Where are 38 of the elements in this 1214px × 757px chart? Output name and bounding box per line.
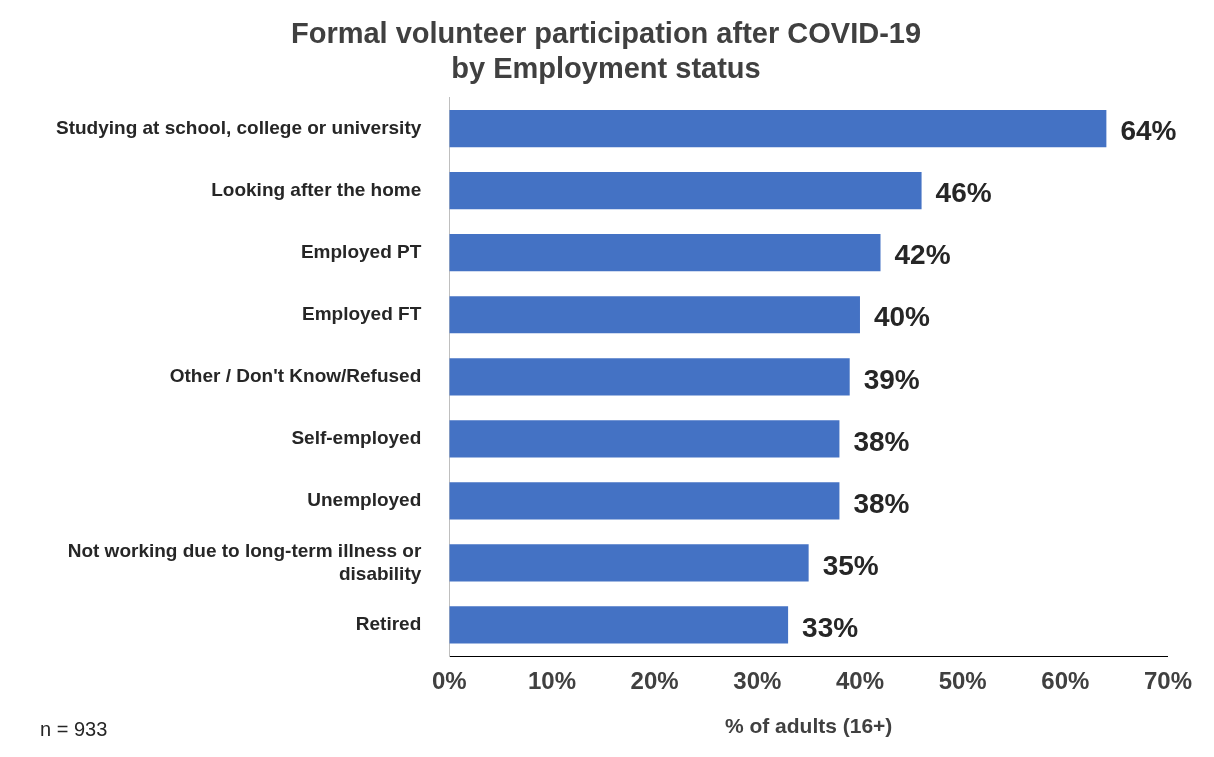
y-tick-label: Retired	[355, 613, 422, 635]
bar	[449, 234, 881, 272]
x-tick-label: 60%	[1041, 667, 1090, 695]
bar	[449, 172, 922, 210]
x-tick-label: 30%	[733, 667, 782, 695]
data-label: 38%	[853, 487, 910, 519]
x-tick-label: 50%	[938, 667, 987, 695]
data-label: 40%	[873, 301, 931, 333]
x-tick-label: 0%	[431, 667, 467, 695]
data-label: 38%	[853, 425, 910, 457]
x-axis-title: % of adults (16+)	[724, 714, 893, 738]
y-tick-label: Not working due to long-term illness or disability	[67, 539, 422, 584]
data-label: 33%	[802, 611, 859, 643]
x-tick-label: 70%	[1143, 667, 1193, 695]
x-tick-label: 10%	[527, 667, 576, 695]
bar	[449, 296, 860, 334]
x-tick-label: 40%	[835, 667, 884, 695]
y-tick-label: Employed PT	[300, 240, 422, 262]
y-tick-label: Employed FT	[302, 302, 422, 324]
bar	[449, 544, 809, 582]
y-tick-label: Self-employed	[291, 427, 422, 449]
bar	[449, 420, 840, 458]
bar	[449, 482, 840, 520]
bar	[449, 606, 789, 644]
chart-title: Formal volunteer participation after COVID-19 by Employment status	[290, 17, 922, 85]
bar	[449, 110, 1107, 148]
data-label: 39%	[863, 363, 920, 395]
data-label: 35%	[822, 549, 879, 581]
y-tick-label: Looking after the home	[211, 178, 422, 200]
data-label: 46%	[935, 177, 992, 209]
y-tick-label: Unemployed	[307, 489, 422, 511]
data-label: 64%	[1120, 115, 1177, 147]
x-tick-label: 20%	[630, 667, 679, 695]
text: n = 933	[40, 717, 108, 740]
y-tick-label: Studying at school, college or university	[56, 116, 422, 138]
bar	[449, 358, 850, 396]
y-tick-label: Other / Don't Know/Refused	[169, 365, 422, 387]
data-label: 42%	[894, 239, 951, 271]
